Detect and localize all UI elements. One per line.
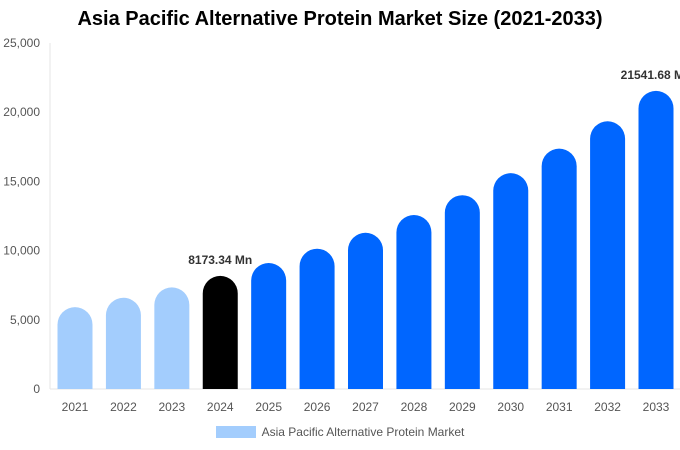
x-tick-label: 2031 [546,400,573,414]
legend-swatch [215,426,256,438]
legend: Asia Pacific Alternative Protein Market [0,425,680,439]
bar-2026 [299,248,335,389]
bar-2028 [396,214,432,389]
data-label-2033: 21541.68 Mn [621,68,680,82]
bar-2029 [444,195,480,389]
bar-2031 [541,148,577,389]
x-tick-label: 2028 [401,400,428,414]
x-tick-label: 2023 [158,400,185,414]
bar-2032 [590,121,626,389]
bar-2023 [154,287,190,389]
chart-title: Asia Pacific Alternative Protein Market … [77,8,603,30]
x-tick-label: 2032 [594,400,621,414]
x-tick-label: 2025 [255,400,282,414]
y-tick-label: 25,000 [3,36,40,50]
bar-2022 [105,297,141,389]
bar-2033 [638,90,674,389]
x-tick-label: 2029 [449,400,476,414]
bar-2025 [251,263,287,389]
x-tick-label: 2022 [110,400,137,414]
y-tick-label: 15,000 [3,174,40,188]
bar-2027 [348,232,383,389]
bar-2024 [202,275,238,389]
x-tick-label: 2033 [643,400,670,414]
x-tick-label: 2027 [352,400,379,414]
data-label-2024: 8173.34 Mn [188,253,252,267]
bar-2030 [493,173,529,389]
x-tick-label: 2021 [62,400,89,414]
y-tick-label: 0 [33,382,40,396]
y-tick-label: 5,000 [10,313,40,327]
y-tick-label: 20,000 [3,105,40,119]
legend-label: Asia Pacific Alternative Protein Market [261,425,465,439]
bar-2021 [57,307,93,389]
x-tick-label: 2024 [207,400,234,414]
x-tick-label: 2030 [497,400,524,414]
y-tick-label: 10,000 [3,244,40,258]
x-tick-label: 2026 [304,400,331,414]
